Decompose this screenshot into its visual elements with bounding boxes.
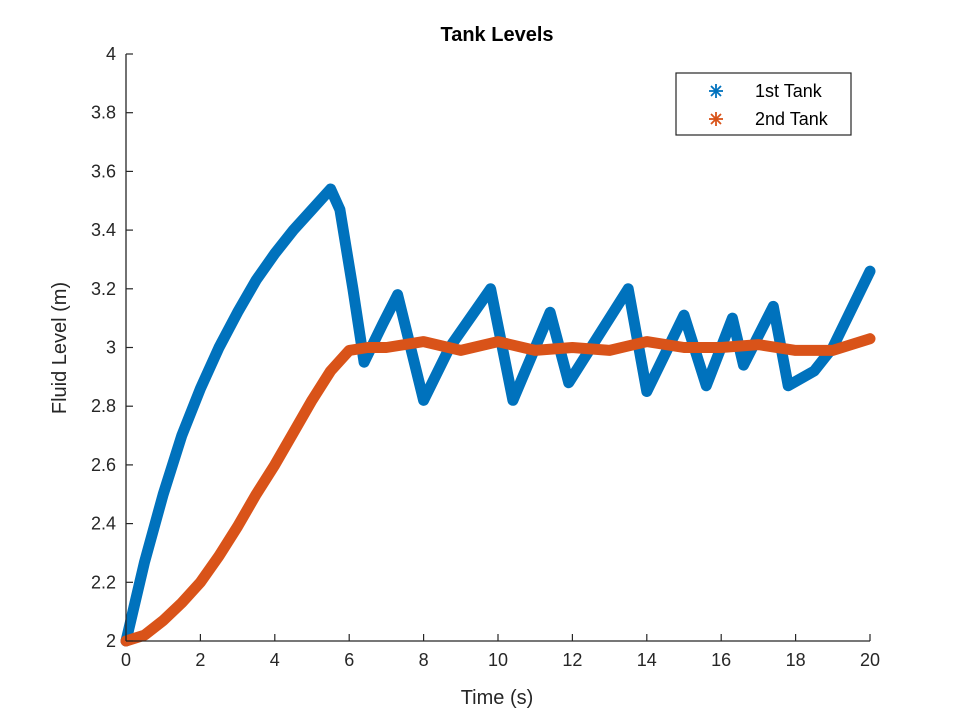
y-tick-label: 3.6 <box>91 161 116 181</box>
legend-entry-1: 1st Tank <box>709 81 823 101</box>
y-tick-label: 2.6 <box>91 455 116 475</box>
legend-entry-2: 2nd Tank <box>709 109 829 129</box>
y-tick-label: 2.4 <box>91 514 116 534</box>
x-tick-label: 8 <box>419 650 429 670</box>
y-axis-label: Fluid Level (m) <box>49 282 71 414</box>
x-tick-label: 10 <box>488 650 508 670</box>
axes-layer: 0 2 4 6 8 10 12 14 16 18 2022.22.42.62.833.23.43.6… <box>91 44 880 670</box>
series-line-2 <box>120 333 876 647</box>
legend-label: 1st Tank <box>755 81 823 101</box>
y-tick-label: 3.8 <box>91 103 116 123</box>
plot-area: 0 2 4 6 8 10 12 14 16 18 2022.22.42.62.833.23.43.6… <box>91 44 880 670</box>
legend: 1st Tank 2nd Tank <box>675 72 852 136</box>
x-tick-label: 0 <box>121 650 131 670</box>
x-tick-label: 18 <box>786 650 806 670</box>
y-tick-label: 4 <box>106 44 116 64</box>
chart-title: Tank Levels <box>440 24 553 46</box>
asterisk-marker-icon <box>709 84 723 98</box>
x-tick-label: 2 <box>195 650 205 670</box>
legend-box <box>675 72 852 136</box>
y-tick-label: 3.4 <box>91 220 116 240</box>
y-tick-label: 3.2 <box>91 279 116 299</box>
x-tick-label: 14 <box>637 650 657 670</box>
legend-entries: 1st Tank 2nd Tank <box>709 81 829 129</box>
legend-label: 2nd Tank <box>755 109 829 129</box>
asterisk-marker-icon <box>709 112 723 126</box>
y-tick-label: 2.2 <box>91 572 116 592</box>
x-tick-label: 20 <box>860 650 880 670</box>
x-axis-label: Time (s) <box>461 687 534 709</box>
x-tick-label: 12 <box>562 650 582 670</box>
x-tick-label: 4 <box>270 650 280 670</box>
y-tick-label: 2.8 <box>91 396 116 416</box>
x-tick-label: 6 <box>344 650 354 670</box>
y-tick-label: 3 <box>106 338 116 358</box>
x-tick-label: 16 <box>711 650 731 670</box>
y-tick-label: 2 <box>106 631 116 651</box>
series-layer <box>120 183 876 647</box>
